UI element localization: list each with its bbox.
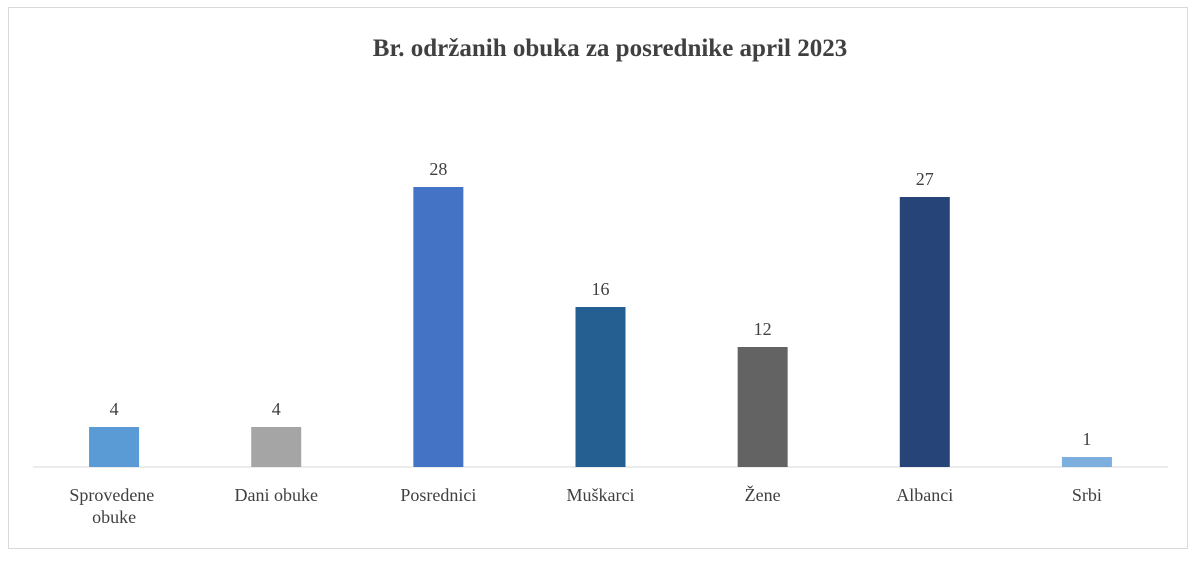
data-label: 4 (272, 399, 281, 419)
x-tick-label: Muškarci (567, 485, 635, 505)
x-tick-label: Žene (745, 484, 781, 505)
bar (89, 427, 140, 467)
bar (1061, 457, 1112, 467)
x-tick-label: Srbi (1072, 485, 1102, 505)
data-label: 27 (916, 169, 934, 189)
data-label: 12 (754, 319, 772, 339)
x-tick-label: Dani obuke (234, 485, 317, 505)
bar (899, 197, 950, 467)
data-label: 4 (110, 399, 119, 419)
data-label: 16 (592, 279, 610, 299)
data-label: 28 (429, 159, 447, 179)
x-tick-label: Albanci (896, 485, 953, 505)
x-tick-label: Posrednici (400, 485, 476, 505)
chart-title: Br. održanih obuka za posrednike april 2… (373, 35, 847, 62)
bar (737, 347, 788, 467)
bar (251, 427, 302, 467)
bar (413, 187, 464, 467)
data-label: 1 (1082, 429, 1091, 449)
bar (575, 307, 626, 467)
x-tick-label: Sprovedene obuke (69, 485, 158, 527)
